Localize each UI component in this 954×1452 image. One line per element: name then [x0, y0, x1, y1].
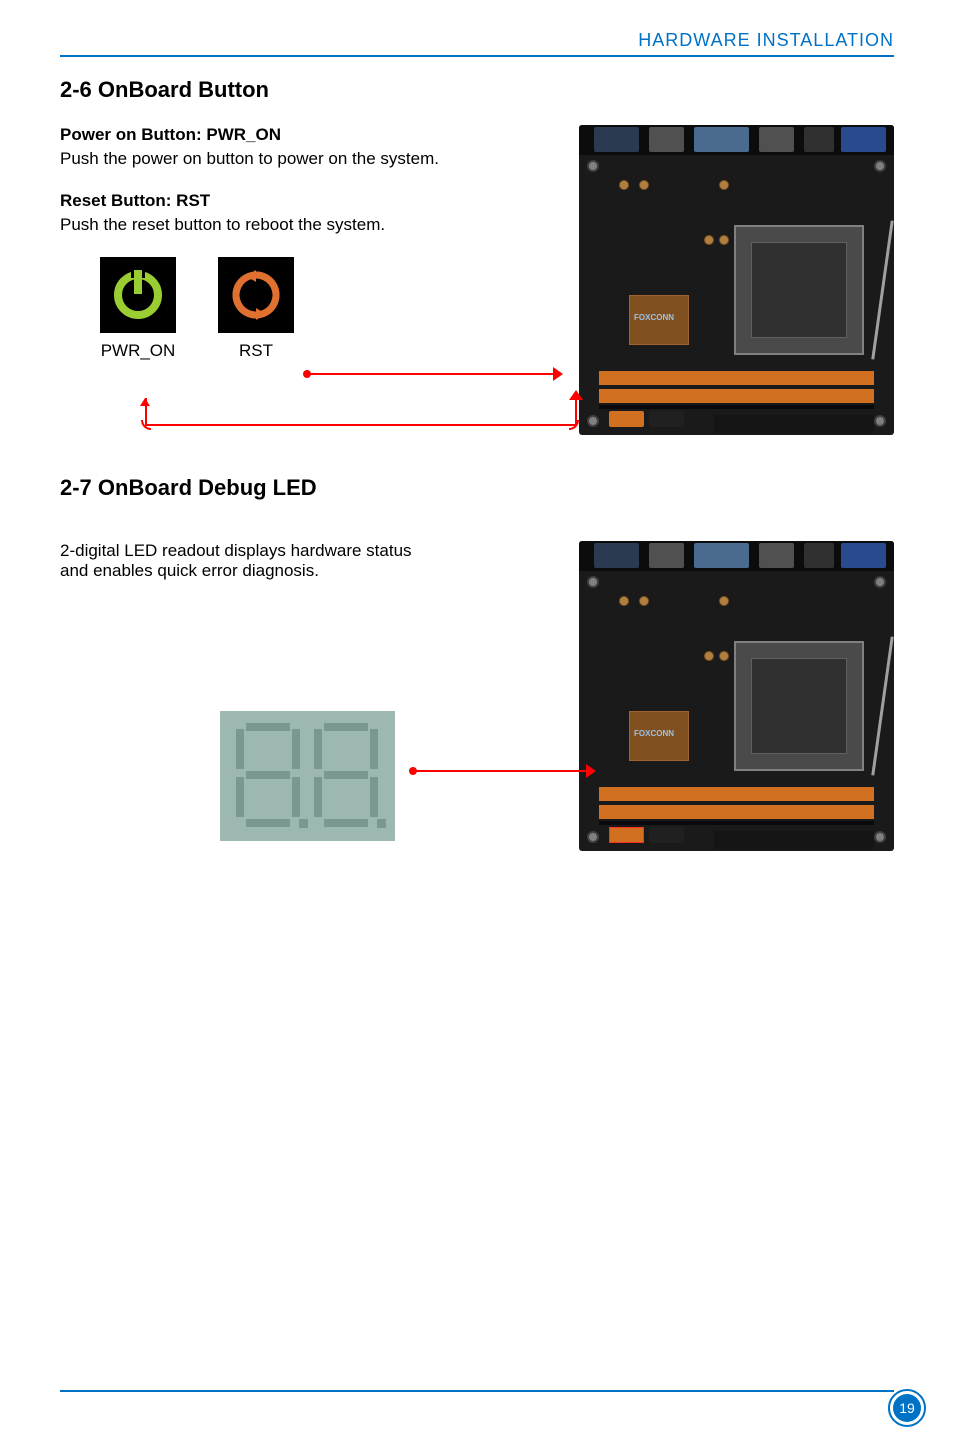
section-2-7-title: 2-7 OnBoard Debug LED — [60, 475, 894, 501]
debug-led-text-2: and enables quick error diagnosis. — [60, 561, 559, 581]
led-digit-2 — [312, 723, 380, 828]
section-2-6-title: 2-6 OnBoard Button — [60, 77, 894, 103]
rst-label: RST — [218, 341, 294, 361]
chip-brand-label: FOXCONN — [634, 729, 674, 738]
onboard-button-icons: PWR_ON RST — [100, 257, 559, 361]
rst-text: Push the reset button to reboot the syst… — [60, 215, 559, 235]
power-icon — [100, 257, 176, 333]
page-header: HARDWARE INSTALLATION — [60, 30, 894, 57]
header-title: HARDWARE INSTALLATION — [638, 30, 894, 50]
motherboard-image-2: FOXCONN — [579, 541, 894, 851]
motherboard-render: FOXCONN — [579, 541, 894, 851]
connector-arrow — [586, 764, 596, 778]
page-number: 19 — [893, 1394, 921, 1422]
pwr-on-heading: Power on Button: PWR_ON — [60, 125, 559, 145]
connector-line — [306, 373, 556, 375]
pwr-on-text: Push the power on button to power on the… — [60, 149, 559, 169]
reset-icon — [218, 257, 294, 333]
connector-line — [575, 398, 577, 426]
connector-arrow — [553, 367, 563, 381]
debug-led-text-1: 2-digital LED readout displays hardware … — [60, 541, 559, 561]
connector-arrow — [569, 390, 583, 400]
chip-brand-label: FOXCONN — [634, 313, 674, 322]
rst-button-col: RST — [218, 257, 294, 361]
section-2-7-left: 2-digital LED readout displays hardware … — [60, 541, 559, 851]
motherboard-render: FOXCONN — [579, 125, 894, 435]
page-number-badge: 19 — [888, 1389, 926, 1427]
pwr-on-label: PWR_ON — [100, 341, 176, 361]
section-2-6-text-block: Power on Button: PWR_ON Push the power o… — [60, 125, 559, 435]
connector-line — [410, 770, 590, 772]
pwr-on-button-col: PWR_ON — [100, 257, 176, 361]
section-2-6: Power on Button: PWR_ON Push the power o… — [60, 125, 894, 435]
led-digit-1 — [234, 723, 302, 828]
connector-line — [145, 424, 575, 426]
footer-rule — [60, 1390, 894, 1392]
rst-heading: Reset Button: RST — [60, 191, 559, 211]
section-2-7: 2-digital LED readout displays hardware … — [60, 541, 894, 851]
debug-led-display — [220, 711, 395, 841]
motherboard-image-1: FOXCONN — [579, 125, 894, 435]
